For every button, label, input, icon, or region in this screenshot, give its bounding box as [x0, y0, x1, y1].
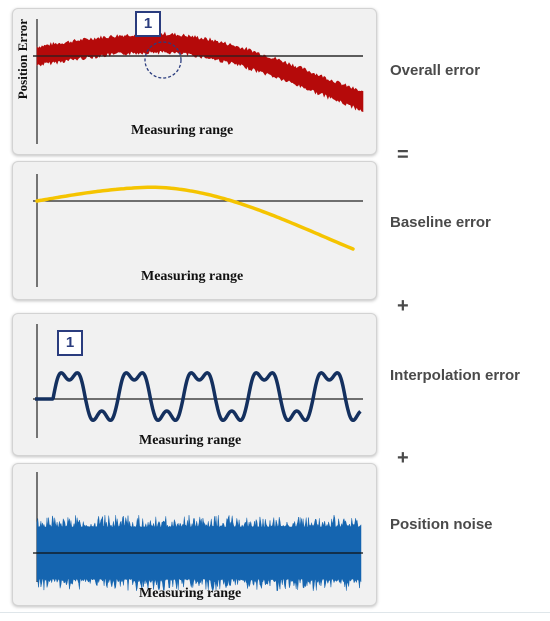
overall-error-plot	[33, 19, 364, 144]
overall-error-panel: Position Error Measuring range 1	[12, 8, 377, 155]
marker-box: 1	[57, 330, 83, 356]
baseline-error-plot	[33, 174, 363, 287]
x-axis-label: Measuring range	[141, 269, 244, 284]
y-axis-label: Position Error	[15, 19, 30, 100]
position-noise-plot	[33, 472, 363, 592]
equals-operator: =	[397, 144, 409, 166]
overall-error-label: Overall error	[390, 62, 481, 79]
x-axis-label: Measuring range	[139, 433, 242, 448]
interpolation-error-plot	[33, 324, 363, 438]
baseline-error-panel: Measuring range	[12, 161, 377, 300]
x-axis-label: Measuring range	[139, 586, 242, 601]
baseline-error-curve	[35, 185, 355, 251]
baseline-error-label: Baseline error	[390, 214, 491, 231]
plus-operator: +	[397, 447, 409, 469]
marker-box: 1	[135, 11, 161, 37]
interpolation-error-curve	[33, 371, 362, 423]
plus-operator: +	[397, 295, 409, 317]
position-noise-label: Position noise	[390, 516, 493, 533]
divider	[0, 612, 550, 613]
x-axis-label: Measuring range	[131, 123, 234, 138]
overall-error-band	[36, 31, 364, 113]
interpolation-error-label: Interpolation error	[390, 367, 521, 384]
position-noise-panel: Measuring range	[12, 463, 377, 606]
highlight-circle	[144, 41, 182, 79]
interpolation-error-panel: Measuring range 1	[12, 313, 377, 456]
